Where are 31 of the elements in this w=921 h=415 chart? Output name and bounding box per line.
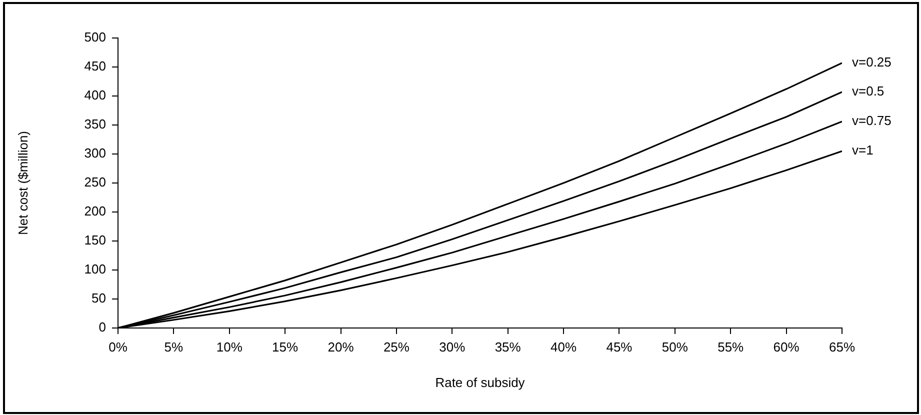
y-tick-label: 300: [84, 146, 106, 161]
y-tick-label: 350: [84, 116, 106, 132]
series-label: v=0.5: [852, 84, 884, 99]
x-tick-label: 15%: [272, 339, 299, 354]
x-tick-label: 5%: [164, 339, 184, 354]
series-label: v=1: [852, 142, 874, 158]
y-tick-label: 0: [98, 320, 106, 335]
y-tick-label: 100: [84, 262, 106, 277]
x-tick-label: 0%: [108, 339, 128, 354]
x-tick-label: 35%: [494, 339, 522, 354]
y-tick-label: 400: [84, 88, 106, 103]
y-tick-label: 150: [84, 232, 106, 248]
y-tick-label: 50: [92, 290, 106, 306]
x-tick-label: 30%: [439, 339, 466, 354]
x-tick-label: 50%: [662, 339, 688, 354]
x-tick-label: 65%: [828, 339, 856, 354]
series-label: v=0.25: [852, 54, 892, 70]
y-tick-label: 500: [84, 30, 106, 45]
series-label: v=0.75: [852, 113, 892, 128]
x-tick-label: 45%: [606, 339, 633, 354]
x-axis-title: Rate of subsidy: [435, 374, 526, 390]
x-tick-label: 40%: [550, 339, 577, 354]
y-tick-label: 200: [84, 204, 106, 219]
y-tick-label: 450: [84, 58, 106, 74]
x-tick-label: 10%: [216, 339, 243, 354]
x-tick-label: 20%: [328, 339, 354, 354]
y-axis-title: Net cost ($million): [15, 130, 30, 236]
x-tick-label: 55%: [718, 339, 744, 354]
y-tick-label: 250: [84, 174, 106, 190]
x-tick-label: 25%: [383, 339, 410, 354]
x-tick-label: 60%: [773, 339, 800, 354]
